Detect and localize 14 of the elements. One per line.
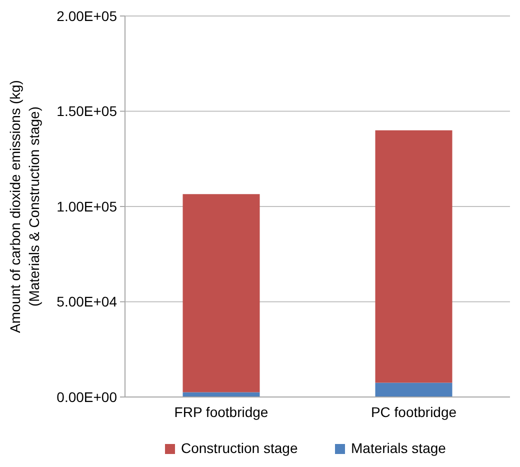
bar (182, 194, 260, 392)
y-tick-label: 0.00E+00 (56, 388, 118, 405)
bar (375, 130, 452, 383)
bar (182, 392, 260, 397)
y-tick-label: 5.00E+04 (56, 294, 118, 310)
x-tick-label: FRP footbridge (174, 404, 268, 420)
bar (375, 382, 452, 397)
y-tick-label: 2.00E+05 (56, 8, 118, 24)
legend-label: Materials stage (351, 440, 446, 456)
y-tick-label: 1.00E+05 (56, 198, 118, 214)
y-tick-label: 1.50E+05 (56, 103, 118, 120)
y-axis-title: Amount of carbon dioxide emissions (kg) (Materials & Construction stage) (7, 80, 42, 333)
legend-label: Construction stage (181, 440, 298, 456)
x-tick-label: PC footbridge (370, 404, 457, 420)
